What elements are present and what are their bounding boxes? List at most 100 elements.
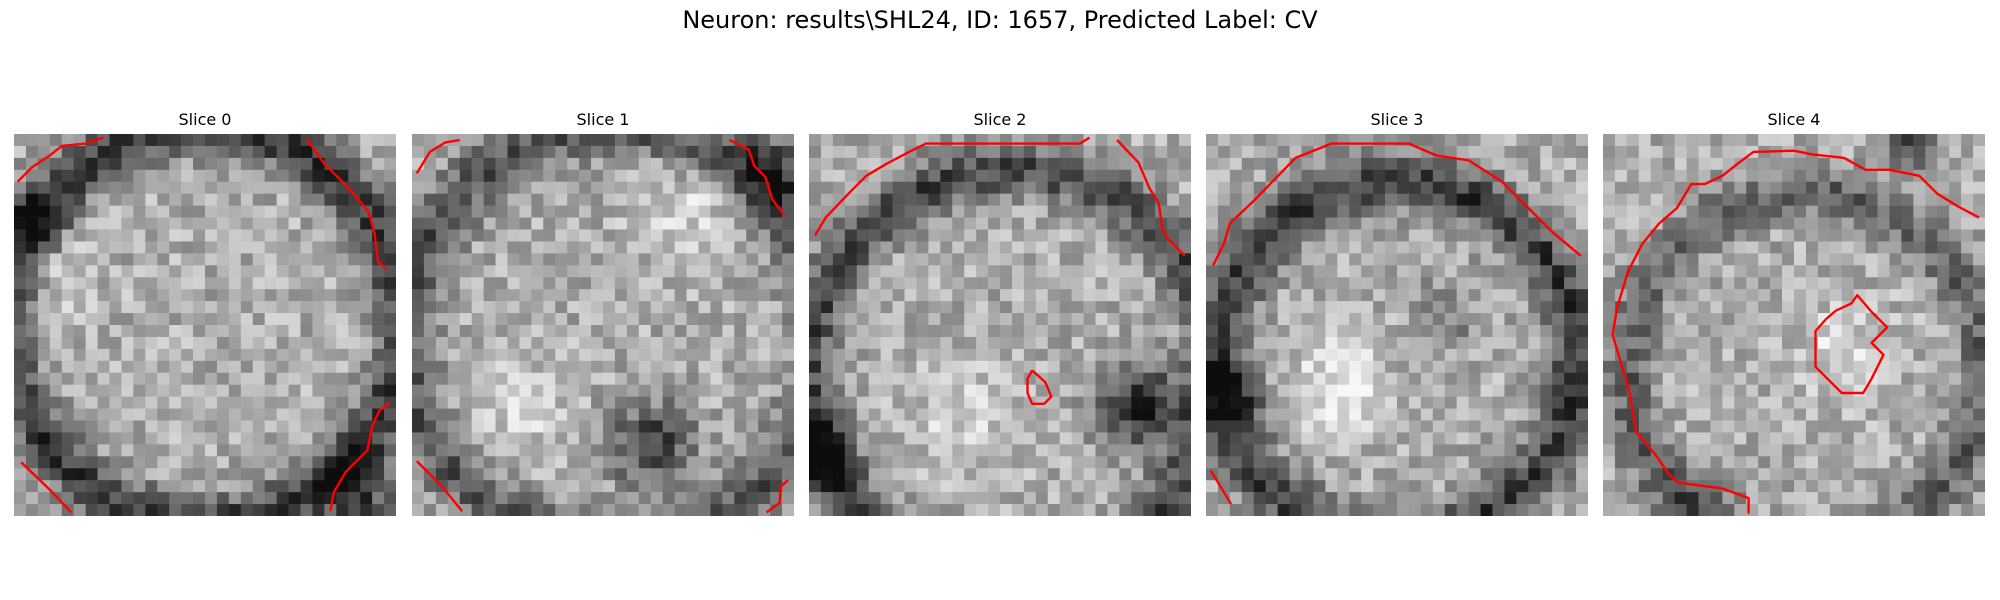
slice-1-pixel	[722, 205, 735, 218]
slice-1-pixel	[507, 420, 520, 433]
slice-0-pixel	[49, 193, 63, 206]
slice-panel-0: Slice 0	[14, 106, 396, 518]
slice-4-pixel	[1662, 193, 1675, 206]
slice-3-pixel	[1516, 396, 1529, 409]
slice-1-pixel	[698, 205, 711, 218]
slice-3-pixel	[1265, 444, 1278, 457]
slice-3-pixel	[1397, 289, 1410, 302]
slice-2-pixel	[1155, 241, 1168, 254]
slice-4-pixel	[1603, 396, 1616, 409]
slice-3-pixel	[1564, 468, 1577, 481]
slice-3-pixel	[1217, 360, 1231, 374]
slice-2-pixel	[880, 432, 893, 445]
slice-4-pixel	[1949, 157, 1962, 171]
slice-1-pixel	[722, 456, 735, 469]
slice-4-pixel	[1674, 420, 1687, 433]
slice-4-pixel	[1614, 336, 1628, 350]
slice-1-pixel	[734, 348, 747, 362]
slice-4-pixel	[1662, 229, 1675, 242]
slice-2-pixel	[892, 265, 905, 278]
slice-3-pixel	[1444, 420, 1457, 433]
slice-2-pixel	[1011, 492, 1025, 505]
slice-1-pixel	[495, 360, 508, 374]
slice-0-pixel	[264, 134, 277, 147]
slice-3-pixel	[1253, 277, 1266, 290]
slice-2-pixel	[1023, 456, 1037, 469]
slice-0-pixel	[300, 241, 313, 254]
slice-0-pixel	[324, 325, 337, 338]
slice-4-pixel	[1722, 384, 1735, 397]
slice-0-pixel	[300, 253, 313, 266]
slice-0-pixel	[85, 157, 98, 171]
slice-3-pixel	[1408, 181, 1422, 194]
slice-3-pixel	[1564, 301, 1577, 314]
slice-4-pixel	[1662, 241, 1675, 254]
slice-4-pixel	[1674, 336, 1687, 350]
slice-1-pixel	[435, 348, 449, 362]
slice-0-pixel	[109, 157, 122, 171]
slice-1-pixel	[603, 468, 616, 481]
slice-3-pixel	[1444, 205, 1457, 218]
slice-3-pixel	[1361, 420, 1374, 433]
slice-1-pixel	[686, 169, 699, 183]
slice-2-pixel	[1071, 480, 1084, 493]
slice-3-pixel	[1361, 217, 1374, 230]
slice-1-pixel	[412, 193, 425, 206]
slice-0-pixel	[25, 372, 39, 385]
slice-1-pixel	[650, 336, 663, 350]
slice-0-pixel	[145, 265, 158, 278]
slice-0-pixel	[61, 134, 74, 147]
slice-0-pixel	[240, 492, 254, 505]
slice-4-pixel	[1650, 301, 1663, 314]
slice-2-pixel	[916, 157, 929, 171]
slice-4-pixel	[1698, 169, 1711, 183]
slice-3-pixel	[1480, 456, 1493, 469]
slice-3-pixel	[1361, 408, 1374, 421]
slice-4-pixel	[1841, 396, 1854, 409]
slice-3-pixel	[1456, 229, 1469, 242]
slice-4-pixel	[1614, 396, 1628, 409]
slice-2-pixel	[940, 145, 953, 159]
slice-2-pixel	[1035, 289, 1049, 302]
slice-1-pixel	[722, 468, 735, 481]
slice-2-pixel	[940, 169, 953, 183]
slice-3-pixel	[1576, 396, 1588, 409]
slice-0-pixel	[312, 408, 325, 421]
slice-1-pixel	[638, 157, 652, 171]
slice-1-pixel	[531, 492, 544, 505]
slice-1-pixel	[543, 492, 556, 505]
slice-1-pixel	[591, 289, 604, 302]
slice-2-pixel	[832, 181, 846, 194]
slice-4-pixel	[1889, 289, 1902, 302]
slice-2-pixel	[1023, 480, 1037, 493]
slice-2-pixel	[844, 277, 858, 290]
slice-1-pixel	[543, 241, 556, 254]
slice-3-pixel	[1504, 301, 1517, 314]
slice-4-pixel	[1805, 134, 1819, 147]
slice-0-pixel	[324, 372, 337, 385]
slice-3-pixel	[1420, 193, 1434, 206]
slice-3-pixel	[1420, 289, 1434, 302]
slice-2-pixel	[844, 396, 858, 409]
slice-1-pixel	[447, 265, 461, 278]
slice-2-pixel	[940, 408, 953, 421]
slice-1-pixel	[638, 480, 652, 493]
slice-2-pixel	[1047, 241, 1060, 254]
slice-1-pixel	[591, 277, 604, 290]
slice-0-pixel	[336, 301, 349, 314]
slice-2-pixel	[1035, 157, 1049, 171]
slice-3-pixel	[1313, 468, 1326, 481]
slice-0-pixel	[348, 241, 361, 254]
slice-1-pixel	[579, 181, 592, 194]
slice-3-pixel	[1564, 325, 1577, 338]
slice-1-pixel	[495, 336, 508, 350]
slice-2-pixel	[844, 169, 858, 183]
slice-0-pixel	[228, 241, 242, 254]
slice-2-pixel	[1023, 313, 1037, 326]
slice-3-pixel	[1540, 193, 1553, 206]
slice-0-pixel	[49, 468, 63, 481]
slice-2-pixel	[1167, 325, 1180, 338]
slice-2-pixel	[1095, 145, 1108, 159]
slice-4-pixel	[1853, 169, 1866, 183]
slice-1-pixel	[579, 432, 592, 445]
